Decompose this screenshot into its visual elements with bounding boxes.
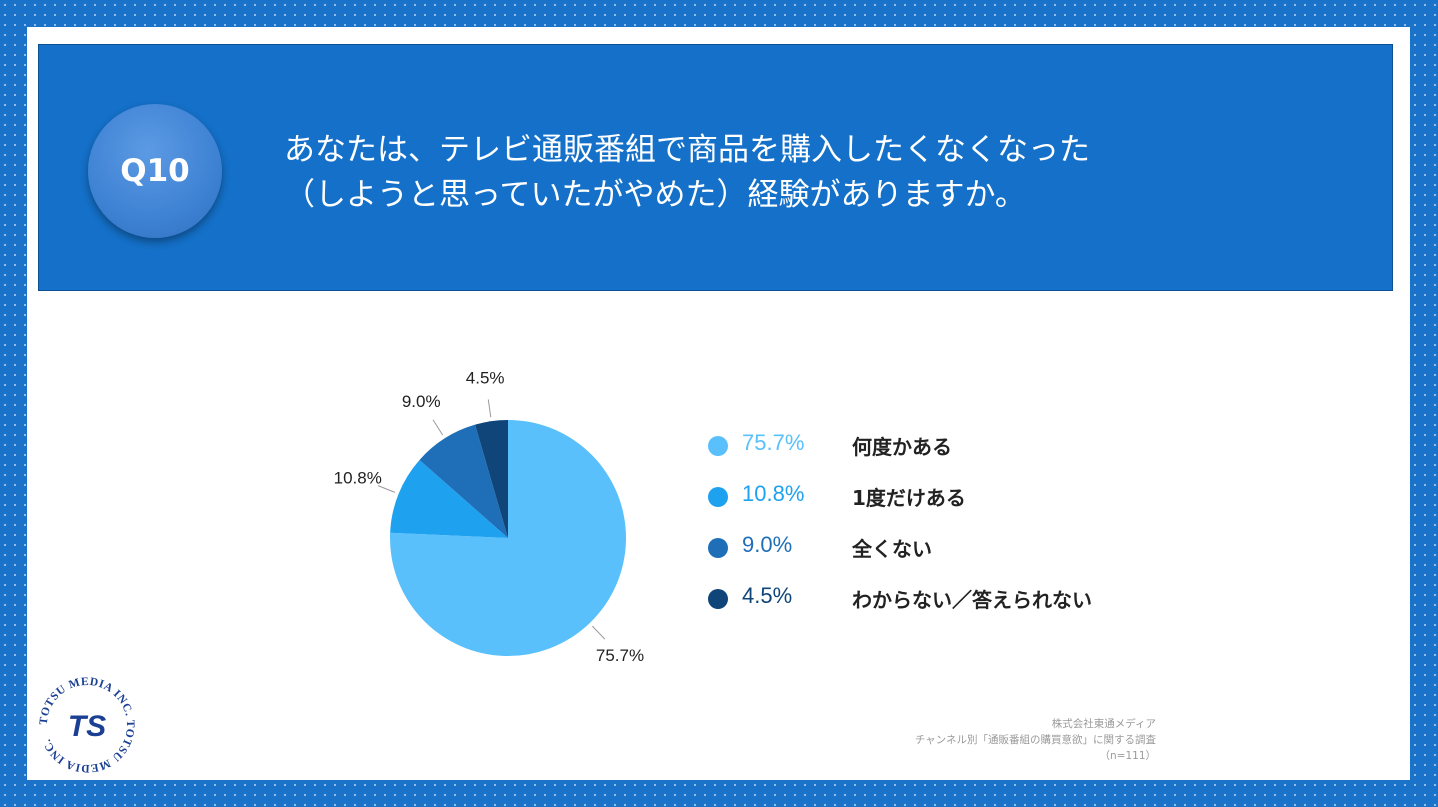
logo-mark: TS [68, 710, 106, 743]
source-company: 株式会社東通メディア [1051, 718, 1156, 730]
legend-label-2: 1度だけある [852, 486, 966, 510]
question-header [38, 44, 1393, 291]
legend-label-3: 全くない [852, 537, 932, 561]
legend-value-2: 10.8% [742, 481, 805, 506]
legend-swatch-2 [708, 487, 728, 507]
question-text: あなたは、テレビ通販番組で商品を購入したくなくなった （しようと思っていたがやめ… [284, 128, 1244, 218]
pie-label-2: 10.8% [334, 468, 382, 487]
legend-swatch-4 [708, 589, 728, 609]
legend-swatch-3 [708, 538, 728, 558]
legend-label-1: 何度かある [852, 435, 952, 459]
legend-label-4: わからない／答えられない [852, 588, 1092, 612]
pie-label-4: 4.5% [466, 369, 505, 388]
pie-label-3: 9.0% [402, 392, 441, 411]
leader-line-3 [432, 419, 444, 436]
totsu-media-logo: TOTSU MEDIA INC. TOTSU MEDIA INC. TS [37, 675, 137, 775]
leader-line-2 [377, 485, 396, 493]
source-sample: （n=111） [1099, 750, 1157, 762]
pie-label-1: 75.7% [596, 646, 644, 665]
question-number-badge: Q10 [88, 104, 222, 238]
legend-value-1: 75.7% [742, 430, 805, 455]
logo-background [37, 675, 137, 775]
pie-slice-4 [475, 420, 508, 538]
source-survey: チャンネル別「通販番組の購買意欲」に関する調査 [914, 734, 1156, 746]
pie-chart: 75.7% 10.8% 9.0% 4.5% [334, 369, 644, 665]
question-line-1: あなたは、テレビ通販番組で商品を購入したくなくなった [284, 132, 1090, 168]
leader-line-1 [591, 625, 606, 640]
question-line-2: （しようと思っていたがやめた）経験がありますか。 [284, 177, 1026, 213]
pie-slice-2 [390, 459, 508, 538]
leader-line-4 [487, 399, 492, 418]
legend-swatch-1 [708, 436, 728, 456]
legend-value-3: 9.0% [742, 532, 793, 557]
legend-value-4: 4.5% [742, 583, 793, 608]
source-note: 株式会社東通メディア チャンネル別「通販番組の購買意欲」に関する調査 （n=11… [915, 716, 1156, 764]
pie-slice-3 [419, 424, 508, 538]
